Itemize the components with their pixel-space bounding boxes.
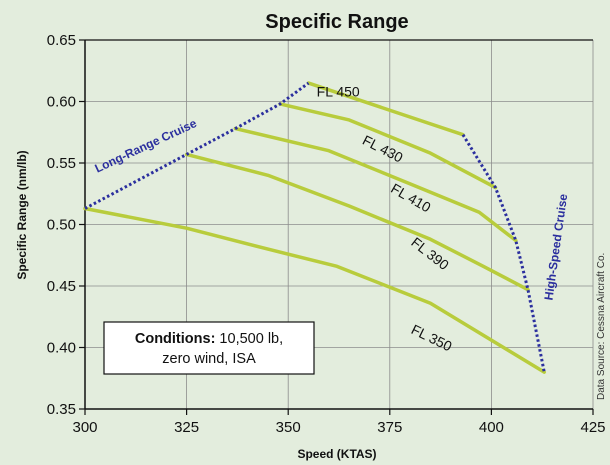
series-line-fl-450 <box>306 81 465 137</box>
axes <box>79 39 594 415</box>
series-line-fl-410 <box>233 126 518 243</box>
data-source: Data Source: Cessna Aircraft Co. <box>596 253 607 400</box>
y-tick-label-0.35: 0.35 <box>47 401 76 418</box>
y-tick-label-0.65: 0.65 <box>47 32 76 49</box>
y-axis-label: Specific Range (nm/lb) <box>15 150 29 279</box>
data-series <box>83 81 546 374</box>
series-label-fl-350: FL 350 <box>409 321 455 354</box>
x-tick-label-375: 375 <box>377 419 402 436</box>
series-line-fl-390 <box>184 152 530 292</box>
conditions-text: 10,500 lb, <box>215 331 283 347</box>
conditions-box: Conditions: 10,500 lb, zero wind, ISA <box>103 321 315 375</box>
y-tick-label-0.60: 0.60 <box>47 94 76 111</box>
envelope-line-high-speed-cruise <box>461 133 546 373</box>
series-label-fl-450: FL 450 <box>317 84 360 100</box>
label-long-range-cruise: Long-Range Cruise <box>93 116 200 176</box>
envelope-line-long-range-cruise <box>84 81 310 210</box>
series-label-fl-430: FL 430 <box>360 132 406 166</box>
chart-title: Specific Range <box>265 11 408 33</box>
cruise-envelopes <box>84 81 546 373</box>
svg-text:Conditions: 10,500 lb,: Conditions: 10,500 lb, <box>135 331 283 347</box>
x-axis-label: Speed (KTAS) <box>297 447 376 461</box>
x-tick-labels: 300 325 350 375 400 425 <box>72 419 605 436</box>
conditions-bold: Conditions: <box>135 331 216 347</box>
x-tick-label-325: 325 <box>174 419 199 436</box>
y-tick-label-0.45: 0.45 <box>47 278 76 295</box>
x-tick-label-400: 400 <box>479 419 504 436</box>
conditions-line-2: zero wind, ISA <box>162 351 256 367</box>
x-tick-label-350: 350 <box>276 419 301 436</box>
y-tick-label-0.50: 0.50 <box>47 217 76 234</box>
label-high-speed-cruise: High-Speed Cruise <box>541 193 570 302</box>
x-tick-label-425: 425 <box>580 419 605 436</box>
y-tick-label-0.55: 0.55 <box>47 155 76 172</box>
series-line-fl-350 <box>83 206 546 374</box>
y-tick-labels: 0.35 0.40 0.45 0.50 0.55 0.60 0.65 <box>47 32 76 418</box>
y-tick-label-0.40: 0.40 <box>47 340 76 357</box>
series-line-fl-430 <box>278 102 498 190</box>
x-tick-label-300: 300 <box>72 419 97 436</box>
